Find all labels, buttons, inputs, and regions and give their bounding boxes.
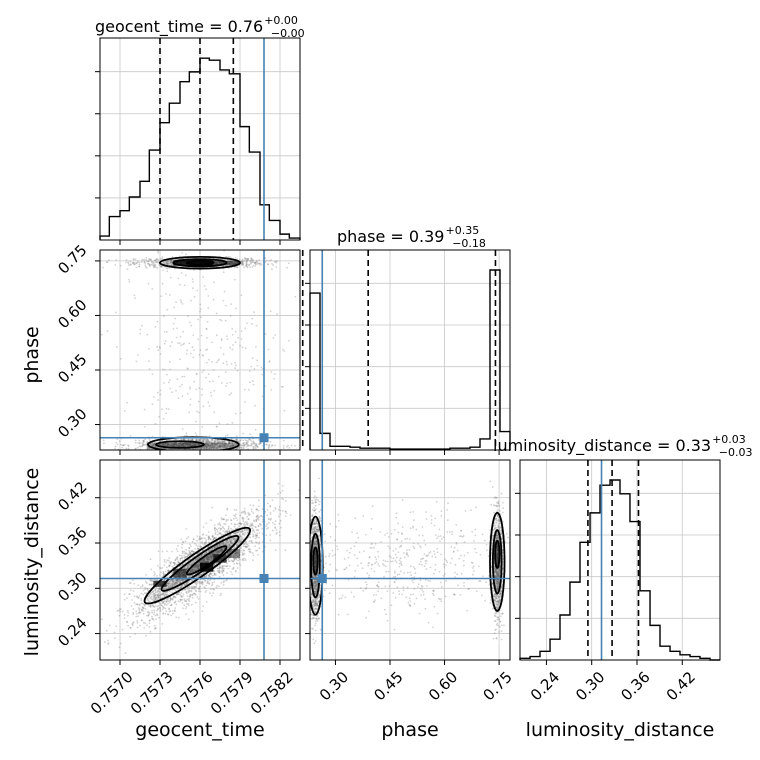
histogram-phase — [309, 269, 511, 450]
histogram-bar — [149, 150, 160, 240]
histogram-bar — [120, 211, 129, 240]
histogram-bar — [249, 152, 260, 240]
y-tick-label: 0.60 — [54, 296, 90, 332]
histogram-bar — [560, 615, 570, 660]
scatter-geocent_time-phase — [100, 250, 300, 450]
y-axis-label-phase: phase — [21, 326, 43, 383]
histogram-bar — [570, 582, 580, 660]
contour-ellipse — [160, 535, 240, 592]
histogram-bar — [680, 655, 690, 660]
quantile-layer — [159, 38, 640, 660]
histogram-bar — [660, 646, 670, 660]
x-tick-label: 0.42 — [663, 668, 699, 704]
y-tick-label: 0.45 — [54, 350, 90, 386]
histogram-bar — [160, 123, 169, 240]
y-tick-label: 0.36 — [54, 523, 90, 559]
x-tick-label: 0.7582 — [247, 668, 297, 718]
panel-frame — [519, 459, 721, 661]
x-tick-label: 0.30 — [572, 668, 608, 704]
histogram-bar — [240, 127, 249, 240]
histogram-bar — [109, 217, 120, 240]
x-axis-label-phase: phase — [381, 719, 438, 741]
y-tick-label: 0.30 — [54, 405, 90, 441]
x-axis-label-luminosity-distance: luminosity_distance — [526, 719, 715, 741]
histogram-bar — [640, 591, 650, 660]
contours-phase-luminosity_distance — [310, 511, 506, 616]
y-tick-label: 0.24 — [54, 614, 90, 650]
histogram-bar — [180, 82, 189, 240]
histogram-bar — [670, 651, 680, 660]
x-tick-label: 0.45 — [370, 668, 406, 704]
histogram-bar — [169, 103, 180, 240]
histogram-bar — [480, 439, 490, 450]
truth-marker — [259, 433, 269, 443]
histogram-geocent_time — [99, 57, 301, 240]
histogram-bar — [540, 651, 550, 660]
x-tick-label: 0.24 — [527, 668, 563, 704]
histogram-outline — [309, 269, 511, 450]
histogram-bar — [220, 70, 229, 240]
histogram-bar — [310, 293, 320, 450]
histogram-outline — [519, 479, 720, 661]
histogram-outline — [99, 57, 301, 240]
x-tick-label: 0.7573 — [127, 668, 177, 718]
x-tick-label: 0.7570 — [87, 668, 137, 718]
x-tick-label: 0.30 — [316, 668, 352, 704]
contours-geocent_time-luminosity_distance — [143, 526, 252, 605]
histogram-bar — [280, 234, 289, 240]
y-tick-label: 0.42 — [54, 478, 90, 514]
histogram-bar — [200, 58, 209, 240]
contour-ellipse — [494, 539, 501, 569]
contour-ellipse — [185, 545, 228, 576]
x-tick-label: 0.36 — [617, 668, 653, 704]
contours-geocent_time-phase — [147, 256, 241, 450]
truth-layer — [100, 38, 603, 660]
title-phase: phase = 0.39+0.35 −0.18 — [337, 224, 486, 250]
histogram-bar — [229, 74, 240, 240]
scatter-phase-luminosity_distance — [310, 477, 509, 645]
truth-marker — [259, 573, 269, 583]
contour-ellipse — [155, 440, 205, 449]
histogram-bar — [129, 197, 140, 240]
histogram-bar — [550, 639, 560, 660]
y-tick-label: 0.75 — [54, 241, 90, 277]
contour-ellipse — [185, 260, 215, 266]
x-tick-label: 0.7576 — [167, 668, 217, 718]
histogram-bar — [650, 625, 660, 660]
title-luminosity-distance: luminosity_distance = 0.33+0.03 −0.03 — [493, 433, 753, 459]
histogram-bar — [140, 181, 149, 240]
y-tick-label: 0.30 — [54, 569, 90, 605]
x-tick-label: 0.7579 — [207, 668, 257, 718]
histogram-bar — [209, 60, 220, 240]
histogram-luminosity_distance — [519, 479, 720, 661]
truth-marker — [317, 573, 327, 583]
x-tick-label: 0.60 — [425, 668, 461, 704]
panel-frame — [309, 459, 511, 661]
histogram-bar — [269, 220, 280, 240]
x-tick-label: 0.75 — [479, 668, 515, 704]
y-axis-label-luminosity-distance: luminosity_distance — [21, 468, 43, 657]
contour-ellipse — [312, 546, 319, 576]
title-geocent-time: geocent_time = 0.76+0.00 −0.00 — [95, 14, 305, 40]
panel-frame — [309, 249, 511, 451]
histogram-layer — [99, 57, 720, 661]
x-axis-label-geocent-time: geocent_time — [135, 719, 264, 741]
contour-layer — [143, 256, 506, 616]
